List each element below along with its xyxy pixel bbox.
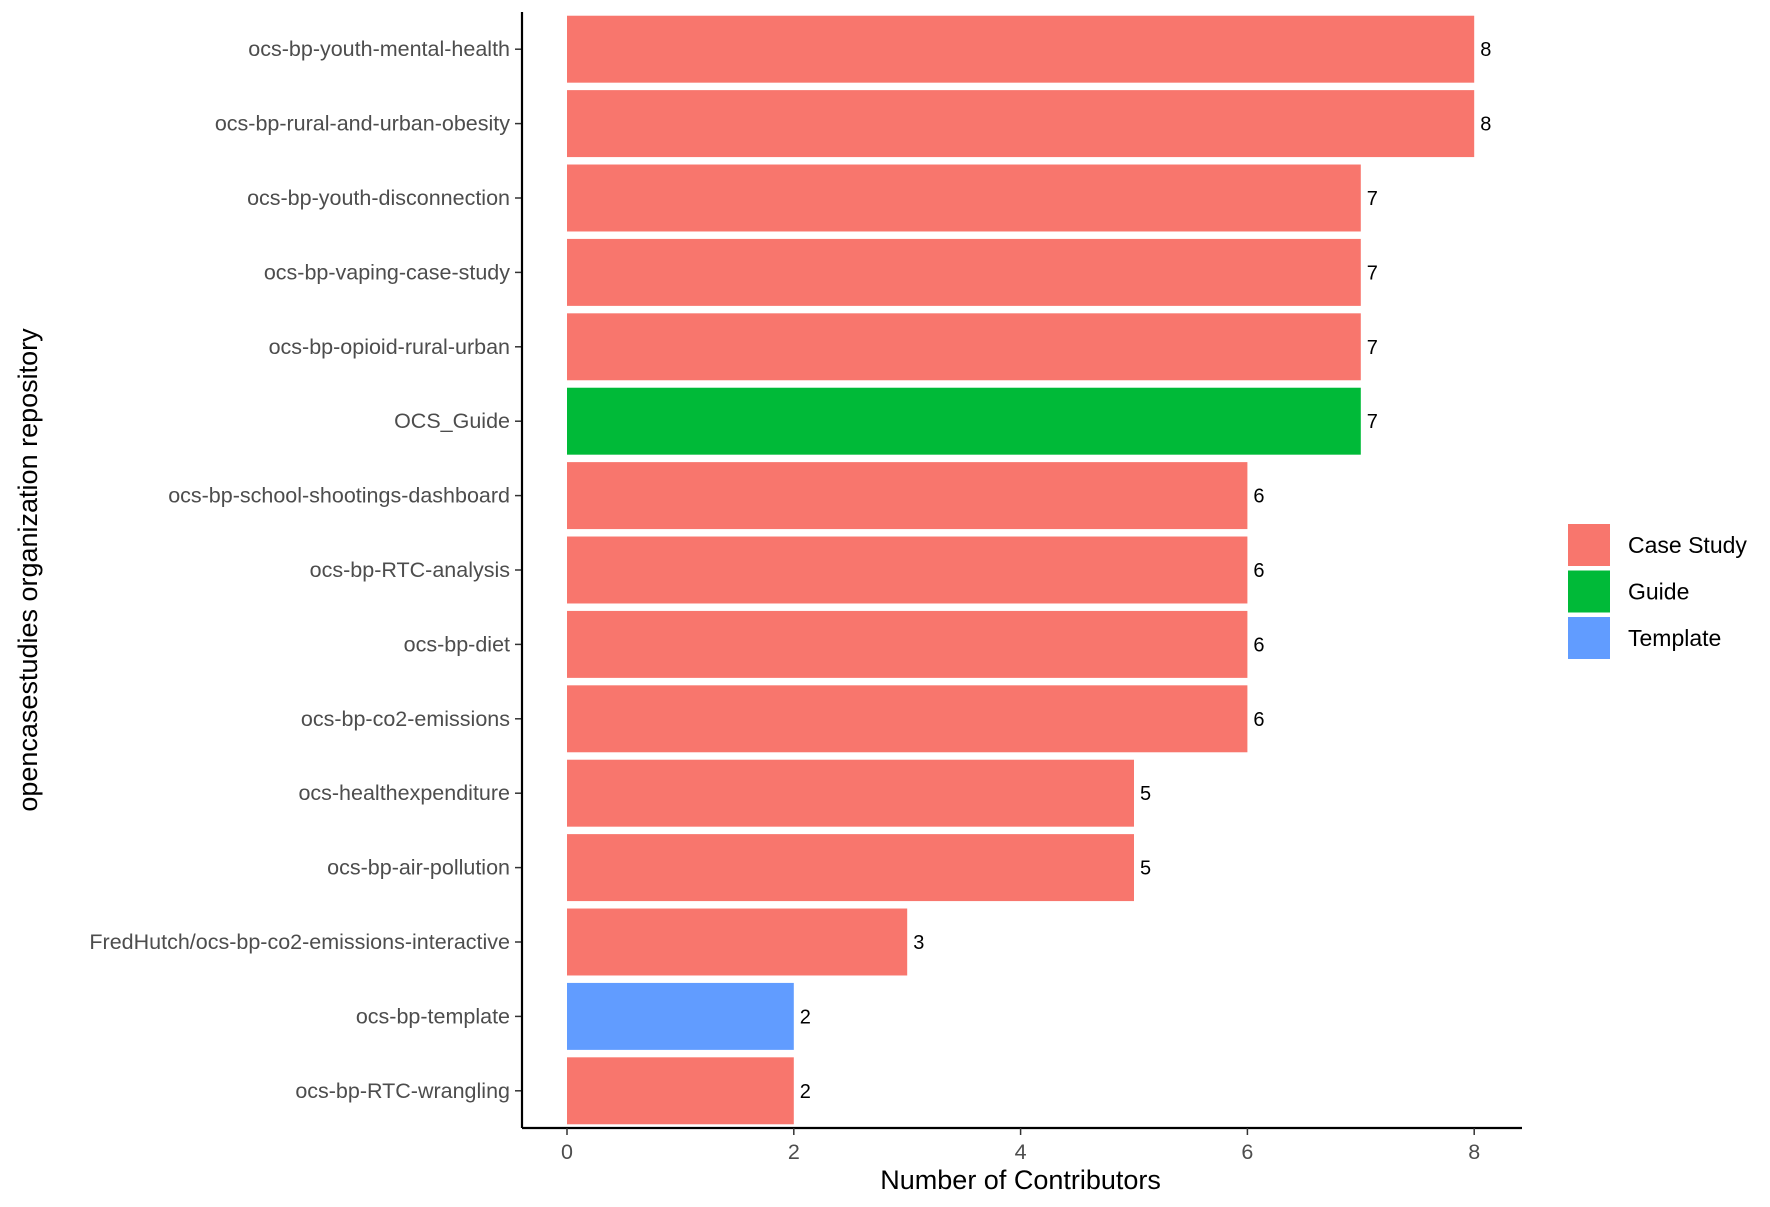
- bar: [567, 610, 1248, 678]
- bar-value-label: 8: [1480, 114, 1491, 136]
- y-tick-label: ocs-bp-co2-emissions: [301, 707, 510, 731]
- value-label-group: 8 8 7 7 7 7 6 6 6 6 5 5 3 2 2: [800, 39, 1492, 1103]
- y-tick-label: ocs-bp-opioid-rural-urban: [269, 335, 510, 359]
- legend-label: Case Study: [1628, 532, 1747, 558]
- y-tick-label: ocs-bp-template: [356, 1004, 510, 1028]
- bar-value-label: 7: [1367, 188, 1378, 210]
- legend-key: [1568, 617, 1610, 659]
- bar: [567, 90, 1475, 158]
- legend-label: Template: [1628, 625, 1721, 651]
- bar: [567, 536, 1248, 604]
- legend-key: [1568, 570, 1610, 613]
- legend-key: [1568, 524, 1610, 566]
- bar-value-label: 2: [800, 1081, 811, 1103]
- bar: [567, 1057, 794, 1125]
- y-axis-title: opencasestudies organization repository: [13, 328, 43, 812]
- x-tick-label: 6: [1241, 1140, 1253, 1164]
- x-tick-label: 8: [1468, 1140, 1480, 1164]
- bar-group: [567, 15, 1475, 1125]
- x-tick-label: 0: [561, 1140, 573, 1164]
- bar-value-label: 6: [1253, 634, 1264, 656]
- bar-value-label: 8: [1480, 39, 1491, 61]
- bar-value-label: 6: [1253, 560, 1264, 582]
- bar: [567, 164, 1361, 232]
- legend: Case Study Guide Template: [1568, 524, 1747, 659]
- y-tick-label: OCS_Guide: [394, 409, 510, 433]
- legend-label: Guide: [1628, 579, 1689, 605]
- bar: [567, 759, 1134, 827]
- bar-value-label: 6: [1253, 486, 1264, 508]
- bar: [567, 15, 1475, 83]
- x-tick-label: 2: [788, 1140, 800, 1164]
- y-tick-label: ocs-bp-youth-disconnection: [247, 186, 510, 210]
- y-tick-label: FredHutch/ocs-bp-co2-emissions-interacti…: [89, 930, 510, 954]
- y-tick-label: ocs-bp-school-shootings-dashboard: [168, 484, 510, 508]
- bar-value-label: 7: [1367, 337, 1378, 359]
- bar: [567, 685, 1248, 753]
- x-tick-label: 4: [1015, 1140, 1027, 1164]
- bar-value-label: 7: [1367, 262, 1378, 284]
- bar-value-label: 5: [1140, 858, 1151, 880]
- bar: [567, 387, 1361, 455]
- bar: [567, 462, 1248, 530]
- y-tick-label: ocs-healthexpenditure: [298, 781, 510, 805]
- x-axis-title: Number of Contributors: [880, 1165, 1161, 1195]
- bar-value-label: 5: [1140, 783, 1151, 805]
- y-tick-label: ocs-bp-RTC-analysis: [310, 558, 510, 582]
- bar-value-label: 2: [800, 1006, 811, 1028]
- bar-value-label: 6: [1253, 709, 1264, 731]
- y-tick-label: ocs-bp-diet: [404, 632, 510, 656]
- y-tick-label: ocs-bp-rural-and-urban-obesity: [215, 112, 510, 136]
- y-tick-label: ocs-bp-youth-mental-health: [248, 37, 510, 61]
- bar-value-label: 7: [1367, 411, 1378, 433]
- bar: [567, 313, 1361, 381]
- bar: [567, 834, 1134, 902]
- y-tick-label: ocs-bp-RTC-wrangling: [295, 1079, 510, 1103]
- y-tick-label: ocs-bp-air-pollution: [327, 856, 510, 880]
- y-axis: ocs-bp-youth-mental-health ocs-bp-rural-a…: [89, 12, 524, 1128]
- y-tick-label: ocs-bp-vaping-case-study: [264, 260, 510, 284]
- bar-value-label: 3: [913, 932, 924, 954]
- bar: [567, 982, 794, 1050]
- bar: [567, 908, 908, 976]
- bar: [567, 238, 1361, 306]
- x-axis: 0 2 4 6 8: [522, 1126, 1522, 1164]
